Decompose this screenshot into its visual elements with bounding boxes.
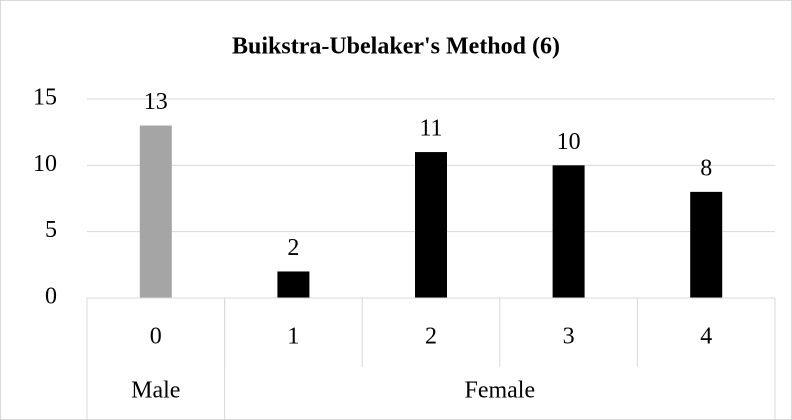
bar — [552, 165, 585, 298]
x-tick-label: 0 — [150, 324, 162, 350]
y-tick-label: 0 — [45, 284, 57, 310]
data-label: 10 — [557, 129, 581, 155]
data-label: 11 — [419, 116, 442, 142]
data-label: 2 — [287, 235, 299, 261]
group-label: Male — [131, 378, 180, 404]
data-label: 8 — [700, 155, 712, 181]
bar — [277, 271, 310, 298]
data-label: 13 — [144, 89, 168, 115]
x-tick-label: 3 — [563, 324, 575, 350]
group-label: Female — [464, 378, 535, 404]
x-tick-label: 4 — [700, 324, 712, 350]
bar — [415, 152, 447, 298]
y-tick-label: 15 — [33, 85, 57, 111]
y-tick-label: 10 — [33, 151, 57, 177]
x-tick-label: 1 — [287, 324, 299, 350]
y-tick-label: 5 — [45, 217, 57, 243]
x-tick-label: 2 — [425, 324, 437, 350]
chart-title: Buikstra-Ubelaker's Method (6) — [232, 34, 560, 60]
bar — [690, 191, 723, 298]
bar — [139, 125, 172, 299]
